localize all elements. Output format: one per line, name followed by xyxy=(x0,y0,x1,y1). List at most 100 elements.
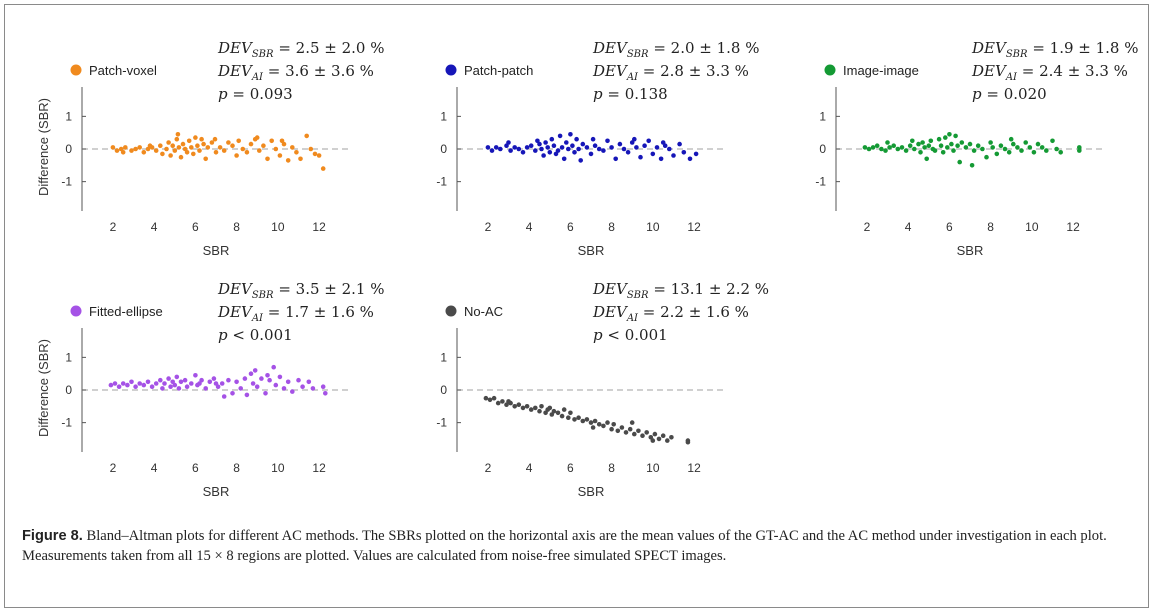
data-point xyxy=(693,151,699,157)
data-point xyxy=(133,146,138,152)
x-tick-label: 12 xyxy=(312,220,326,234)
data-point xyxy=(203,156,208,162)
data-point xyxy=(176,386,182,391)
x-tick-label: 2 xyxy=(110,461,117,475)
data-point xyxy=(176,145,182,150)
data-point xyxy=(137,145,142,150)
data-point xyxy=(240,146,246,152)
y-tick-label: -1 xyxy=(436,416,447,430)
y-tick-label: -1 xyxy=(815,175,826,189)
data-point xyxy=(924,156,929,162)
data-point xyxy=(988,140,993,145)
data-point xyxy=(495,400,501,406)
data-point xyxy=(281,141,287,147)
data-point xyxy=(242,376,248,381)
legend-label: Patch-voxel xyxy=(89,63,157,78)
data-point xyxy=(524,145,530,150)
data-point xyxy=(576,415,581,420)
data-point xyxy=(576,146,581,152)
data-point xyxy=(178,154,184,160)
data-point xyxy=(226,140,231,145)
data-point xyxy=(191,151,196,157)
data-point xyxy=(636,428,641,434)
data-point xyxy=(975,143,981,148)
data-point xyxy=(112,381,118,386)
data-point xyxy=(648,435,654,440)
data-point xyxy=(615,428,621,434)
data-point xyxy=(320,166,326,171)
data-point xyxy=(160,386,165,391)
x-axis-label: SBR xyxy=(203,243,230,258)
y-tick-label: -1 xyxy=(61,416,72,430)
data-point xyxy=(269,138,275,144)
y-tick-label: 0 xyxy=(819,142,826,156)
x-tick-label: 4 xyxy=(905,220,912,234)
data-point xyxy=(551,408,557,414)
data-point xyxy=(1077,148,1082,153)
data-point xyxy=(685,439,691,445)
data-point xyxy=(184,384,190,389)
data-point xyxy=(561,156,567,162)
data-point xyxy=(506,140,511,145)
data-point xyxy=(601,423,606,429)
data-point xyxy=(945,145,950,150)
data-point xyxy=(524,404,530,409)
data-point xyxy=(162,381,167,386)
data-point xyxy=(189,381,194,386)
data-point xyxy=(967,141,973,147)
data-point xyxy=(170,143,175,148)
data-point xyxy=(629,420,635,425)
data-point xyxy=(955,143,960,148)
stat-p-value: p < 0.001 xyxy=(593,326,668,344)
data-point xyxy=(125,382,130,388)
data-point xyxy=(539,404,544,409)
data-point xyxy=(248,371,254,376)
data-point xyxy=(257,148,262,153)
data-point xyxy=(580,141,586,147)
data-point xyxy=(642,143,647,148)
data-point xyxy=(281,386,287,391)
data-point xyxy=(903,148,909,153)
data-point xyxy=(959,140,965,145)
data-point xyxy=(141,150,147,155)
legend-marker xyxy=(445,305,457,317)
data-point xyxy=(912,146,917,152)
legend-label: No-AC xyxy=(464,304,503,319)
data-point xyxy=(294,150,299,155)
data-point xyxy=(265,373,270,378)
data-point xyxy=(300,384,305,389)
data-point xyxy=(547,150,553,155)
data-point xyxy=(938,143,944,148)
data-point xyxy=(145,379,151,385)
data-point xyxy=(980,146,985,152)
data-point xyxy=(932,148,938,153)
data-point xyxy=(250,381,256,386)
data-point xyxy=(1035,141,1041,147)
data-point xyxy=(193,135,198,140)
x-tick-label: 4 xyxy=(151,220,158,234)
data-point xyxy=(118,146,124,152)
data-point xyxy=(201,141,206,147)
data-point xyxy=(158,377,163,383)
data-point xyxy=(158,143,163,148)
data-point xyxy=(129,379,134,385)
data-point xyxy=(998,143,1004,148)
data-point xyxy=(199,136,204,142)
data-point xyxy=(172,148,178,153)
data-point xyxy=(533,405,538,411)
data-point xyxy=(172,382,178,388)
data-point xyxy=(504,402,509,407)
data-point xyxy=(535,138,540,144)
x-axis-label: SBR xyxy=(203,484,230,499)
x-tick-label: 6 xyxy=(567,461,574,475)
data-point xyxy=(186,138,192,144)
data-point xyxy=(596,422,602,427)
data-point xyxy=(160,151,165,157)
data-point xyxy=(234,379,239,385)
x-tick-label: 4 xyxy=(151,461,158,475)
data-point xyxy=(572,417,577,422)
stat-p-value: p = 0.093 xyxy=(218,85,293,103)
y-tick-label: 1 xyxy=(440,350,447,364)
data-point xyxy=(632,136,637,142)
data-point xyxy=(498,146,503,152)
